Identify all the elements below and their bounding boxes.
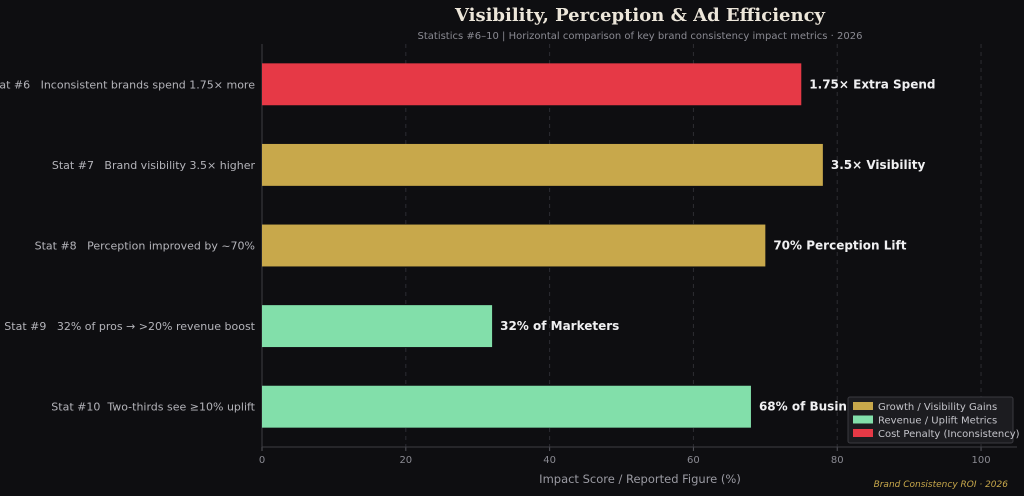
category-label-stat-8: Stat #8 Perception improved by ~70% xyxy=(35,240,255,253)
x-tick-label: 40 xyxy=(543,455,556,466)
x-tick-label: 80 xyxy=(831,455,844,466)
legend-box xyxy=(847,396,1014,444)
legend-swatch-cost xyxy=(853,429,873,437)
data-label-stat-7: 3.5× Visibility xyxy=(831,158,926,172)
bar-stat-7 xyxy=(262,143,823,186)
x-tick-label: 60 xyxy=(687,455,700,466)
legend: Growth / Visibility Gains Revenue / Uplif… xyxy=(847,396,1020,444)
x-tick-label: 20 xyxy=(399,455,412,466)
data-label-stat-9: 32% of Marketers xyxy=(500,319,619,333)
legend-label-cost: Cost Penalty (Inconsistency) xyxy=(878,429,1020,440)
data-label-stat-6: 1.75× Extra Spend xyxy=(809,77,935,91)
bar-stat-9 xyxy=(262,305,493,348)
category-labels: Stat #6 Inconsistent brands spend 1.75× … xyxy=(0,78,256,413)
legend-label-growth: Growth / Visibility Gains xyxy=(878,402,997,413)
legend-swatch-revenue xyxy=(853,415,873,424)
data-label-stat-8: 70% Perception Lift xyxy=(773,239,906,253)
x-tick-label: 100 xyxy=(972,455,991,466)
category-label-stat-9: Stat #9 32% of pros → >20% revenue boost xyxy=(4,320,255,333)
x-tick-labels: 0 20 40 60 80 100 xyxy=(259,455,991,466)
bar-stat-10 xyxy=(262,385,751,428)
bar-stat-8 xyxy=(262,224,766,267)
category-label-stat-10: Stat #10 Two-thirds see ≥10% uplift xyxy=(51,401,255,414)
category-label-stat-6: Stat #6 Inconsistent brands spend 1.75× … xyxy=(0,78,255,91)
x-axis-label: Impact Score / Reported Figure (%) xyxy=(539,472,741,486)
bars xyxy=(262,63,823,428)
data-labels: 1.75× Extra Spend 3.5× Visibility 70% Perc… xyxy=(500,77,935,413)
footer-text: Brand Consistency ROI · 2026 xyxy=(874,480,1009,490)
chart-title: Visibility, Perception & Ad Efficiency xyxy=(454,5,826,26)
category-label-stat-7: Stat #7 Brand visibility 3.5× higher xyxy=(52,159,256,172)
legend-label-revenue: Revenue / Uplift Metrics xyxy=(878,416,997,427)
bar-stat-6 xyxy=(262,63,802,106)
chart-subtitle: Statistics #6–10 | Horizontal comparison… xyxy=(418,31,863,42)
legend-swatch-growth xyxy=(853,402,873,410)
x-tick-label: 0 xyxy=(259,455,265,466)
